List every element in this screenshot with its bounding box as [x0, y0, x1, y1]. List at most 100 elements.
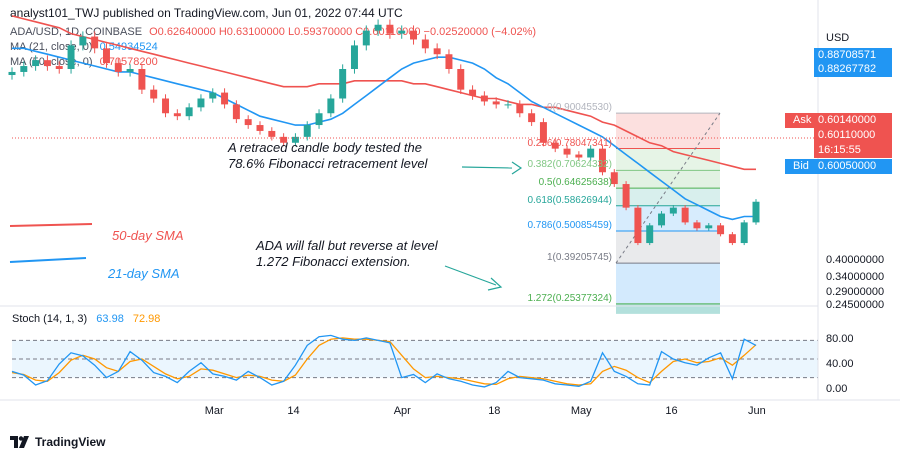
price-tick-2: 0.34000000: [826, 271, 885, 284]
time-tick-4: May: [570, 405, 592, 417]
price-tick-4: 0.24500000: [826, 299, 885, 312]
candle-body-32: [386, 24, 394, 34]
fib-zone-0: [616, 113, 720, 149]
ma21-price-tag-2: 0.88267782: [814, 62, 892, 77]
symbol-legend[interactable]: ADA/USD, 1D, COINBASE O0.62640000 H0.631…: [10, 26, 536, 38]
candle-body-20: [244, 119, 252, 126]
time-tick-1: 14: [287, 405, 300, 417]
candle-body-41: [492, 101, 500, 105]
candle-body-25: [303, 125, 311, 137]
sma21-legend-swatch: [9, 257, 87, 263]
candle-body-55: [658, 213, 666, 226]
ask-label: Ask: [785, 113, 818, 128]
candle-body-15: [185, 107, 193, 117]
bid-price-tag: 0.60050000: [814, 159, 892, 174]
candle-body-17: [209, 92, 217, 99]
fib-retracement-layer: [615, 112, 721, 314]
candle-body-6: [79, 36, 87, 46]
fib-label-4: 0.618(0.58626944): [527, 194, 612, 206]
candle-body-31: [374, 24, 382, 31]
moving-average-layer: [11, 15, 756, 221]
sma50-line: [11, 15, 756, 171]
candle-body-30: [362, 30, 370, 46]
fib-label-2: 0.382(0.70624332): [527, 159, 612, 171]
fib-zone-4: [616, 205, 720, 231]
candle-body-23: [280, 136, 288, 143]
fib-note-arrow-head: [511, 161, 523, 175]
stoch-label: Stoch (14, 1, 3): [12, 313, 88, 325]
fib-label-1: 0.236(0.78047341): [527, 137, 612, 149]
candle-body-16: [197, 98, 205, 108]
candle-body-27: [327, 98, 335, 114]
time-tick-6: Jun: [748, 405, 766, 417]
candle-body-40: [480, 95, 488, 102]
candle-body-9: [114, 63, 122, 72]
time-tick-0: Mar: [204, 405, 224, 417]
candle-body-44: [528, 113, 536, 123]
candle-body-10: [126, 69, 134, 72]
candle-body-62: [740, 222, 748, 244]
candle-body-52: [622, 184, 630, 208]
fib-label-6: 1(0.39205745): [546, 252, 612, 264]
stoch-tick-2: 0.00: [826, 383, 848, 395]
candle-body-51: [610, 172, 618, 185]
countdown-tag: 16:15:55: [814, 143, 892, 158]
stochastic-layer: [11, 334, 818, 388]
currency-label: USD: [826, 32, 850, 44]
candle-body-63: [752, 201, 760, 223]
fib-note-line1: A retraced candle body tested the: [228, 140, 422, 155]
candle-body-22: [268, 130, 276, 137]
candle-body-14: [173, 113, 181, 117]
candles-layer: [8, 19, 760, 246]
candle-body-19: [232, 104, 240, 120]
candle-body-37: [445, 54, 453, 69]
stoch-legend[interactable]: Stoch (14, 1, 3) 63.98 72.98: [12, 313, 160, 325]
candle-body-8: [102, 48, 110, 64]
candle-body-4: [55, 66, 63, 69]
candle-body-28: [339, 69, 347, 99]
fib-label-7: 1.272(0.25377324): [527, 292, 612, 304]
stoch-d-value: 72.98: [132, 313, 161, 325]
candle-body-1: [20, 66, 28, 72]
fib-ext-zone: [616, 303, 720, 314]
candle-body-56: [669, 207, 677, 214]
sma50-label: 50-day SMA: [112, 228, 184, 243]
candle-body-39: [469, 89, 477, 96]
candle-body-36: [433, 48, 441, 55]
candle-body-29: [350, 45, 358, 69]
symbol-name: ADA/USD, 1D, COINBASE: [10, 26, 143, 38]
time-tick-5: 16: [665, 405, 678, 417]
sma21-label: 21-day SMA: [108, 266, 180, 281]
candle-body-54: [646, 225, 654, 244]
candle-body-60: [717, 225, 725, 235]
fib-zone-3: [616, 188, 720, 206]
candle-body-50: [598, 148, 606, 173]
candle-body-5: [67, 45, 75, 69]
tradingview-footer[interactable]: TradingView: [10, 435, 105, 449]
fib-zone-6: [616, 263, 720, 304]
candle-body-43: [516, 104, 524, 114]
fib-zone-5: [616, 230, 720, 264]
candle-body-12: [150, 89, 158, 99]
ask-price-tag: 0.60140000: [814, 113, 892, 128]
stoch-tick-0: 80.00: [826, 333, 854, 346]
candle-body-26: [315, 113, 323, 126]
ext-note-line1: ADA will fall but reverse at level: [256, 238, 438, 253]
fib-zone-2: [616, 170, 720, 189]
candle-body-18: [221, 92, 229, 105]
candle-body-45: [539, 122, 547, 143]
price-tick-1: 0.40000000: [826, 253, 885, 266]
annotation-arrows-layer: [9, 161, 523, 291]
tradingview-logo-icon: [10, 436, 29, 448]
last-price-tag: 0.60110000: [814, 128, 892, 143]
candle-body-35: [421, 39, 429, 49]
candle-body-7: [91, 36, 99, 49]
candle-body-2: [32, 60, 40, 67]
candle-body-49: [587, 148, 595, 158]
candle-body-61: [728, 234, 736, 244]
tradingview-brand: TradingView: [35, 435, 106, 449]
candle-body-48: [575, 154, 583, 158]
ext-note-arrow-head: [487, 277, 503, 291]
